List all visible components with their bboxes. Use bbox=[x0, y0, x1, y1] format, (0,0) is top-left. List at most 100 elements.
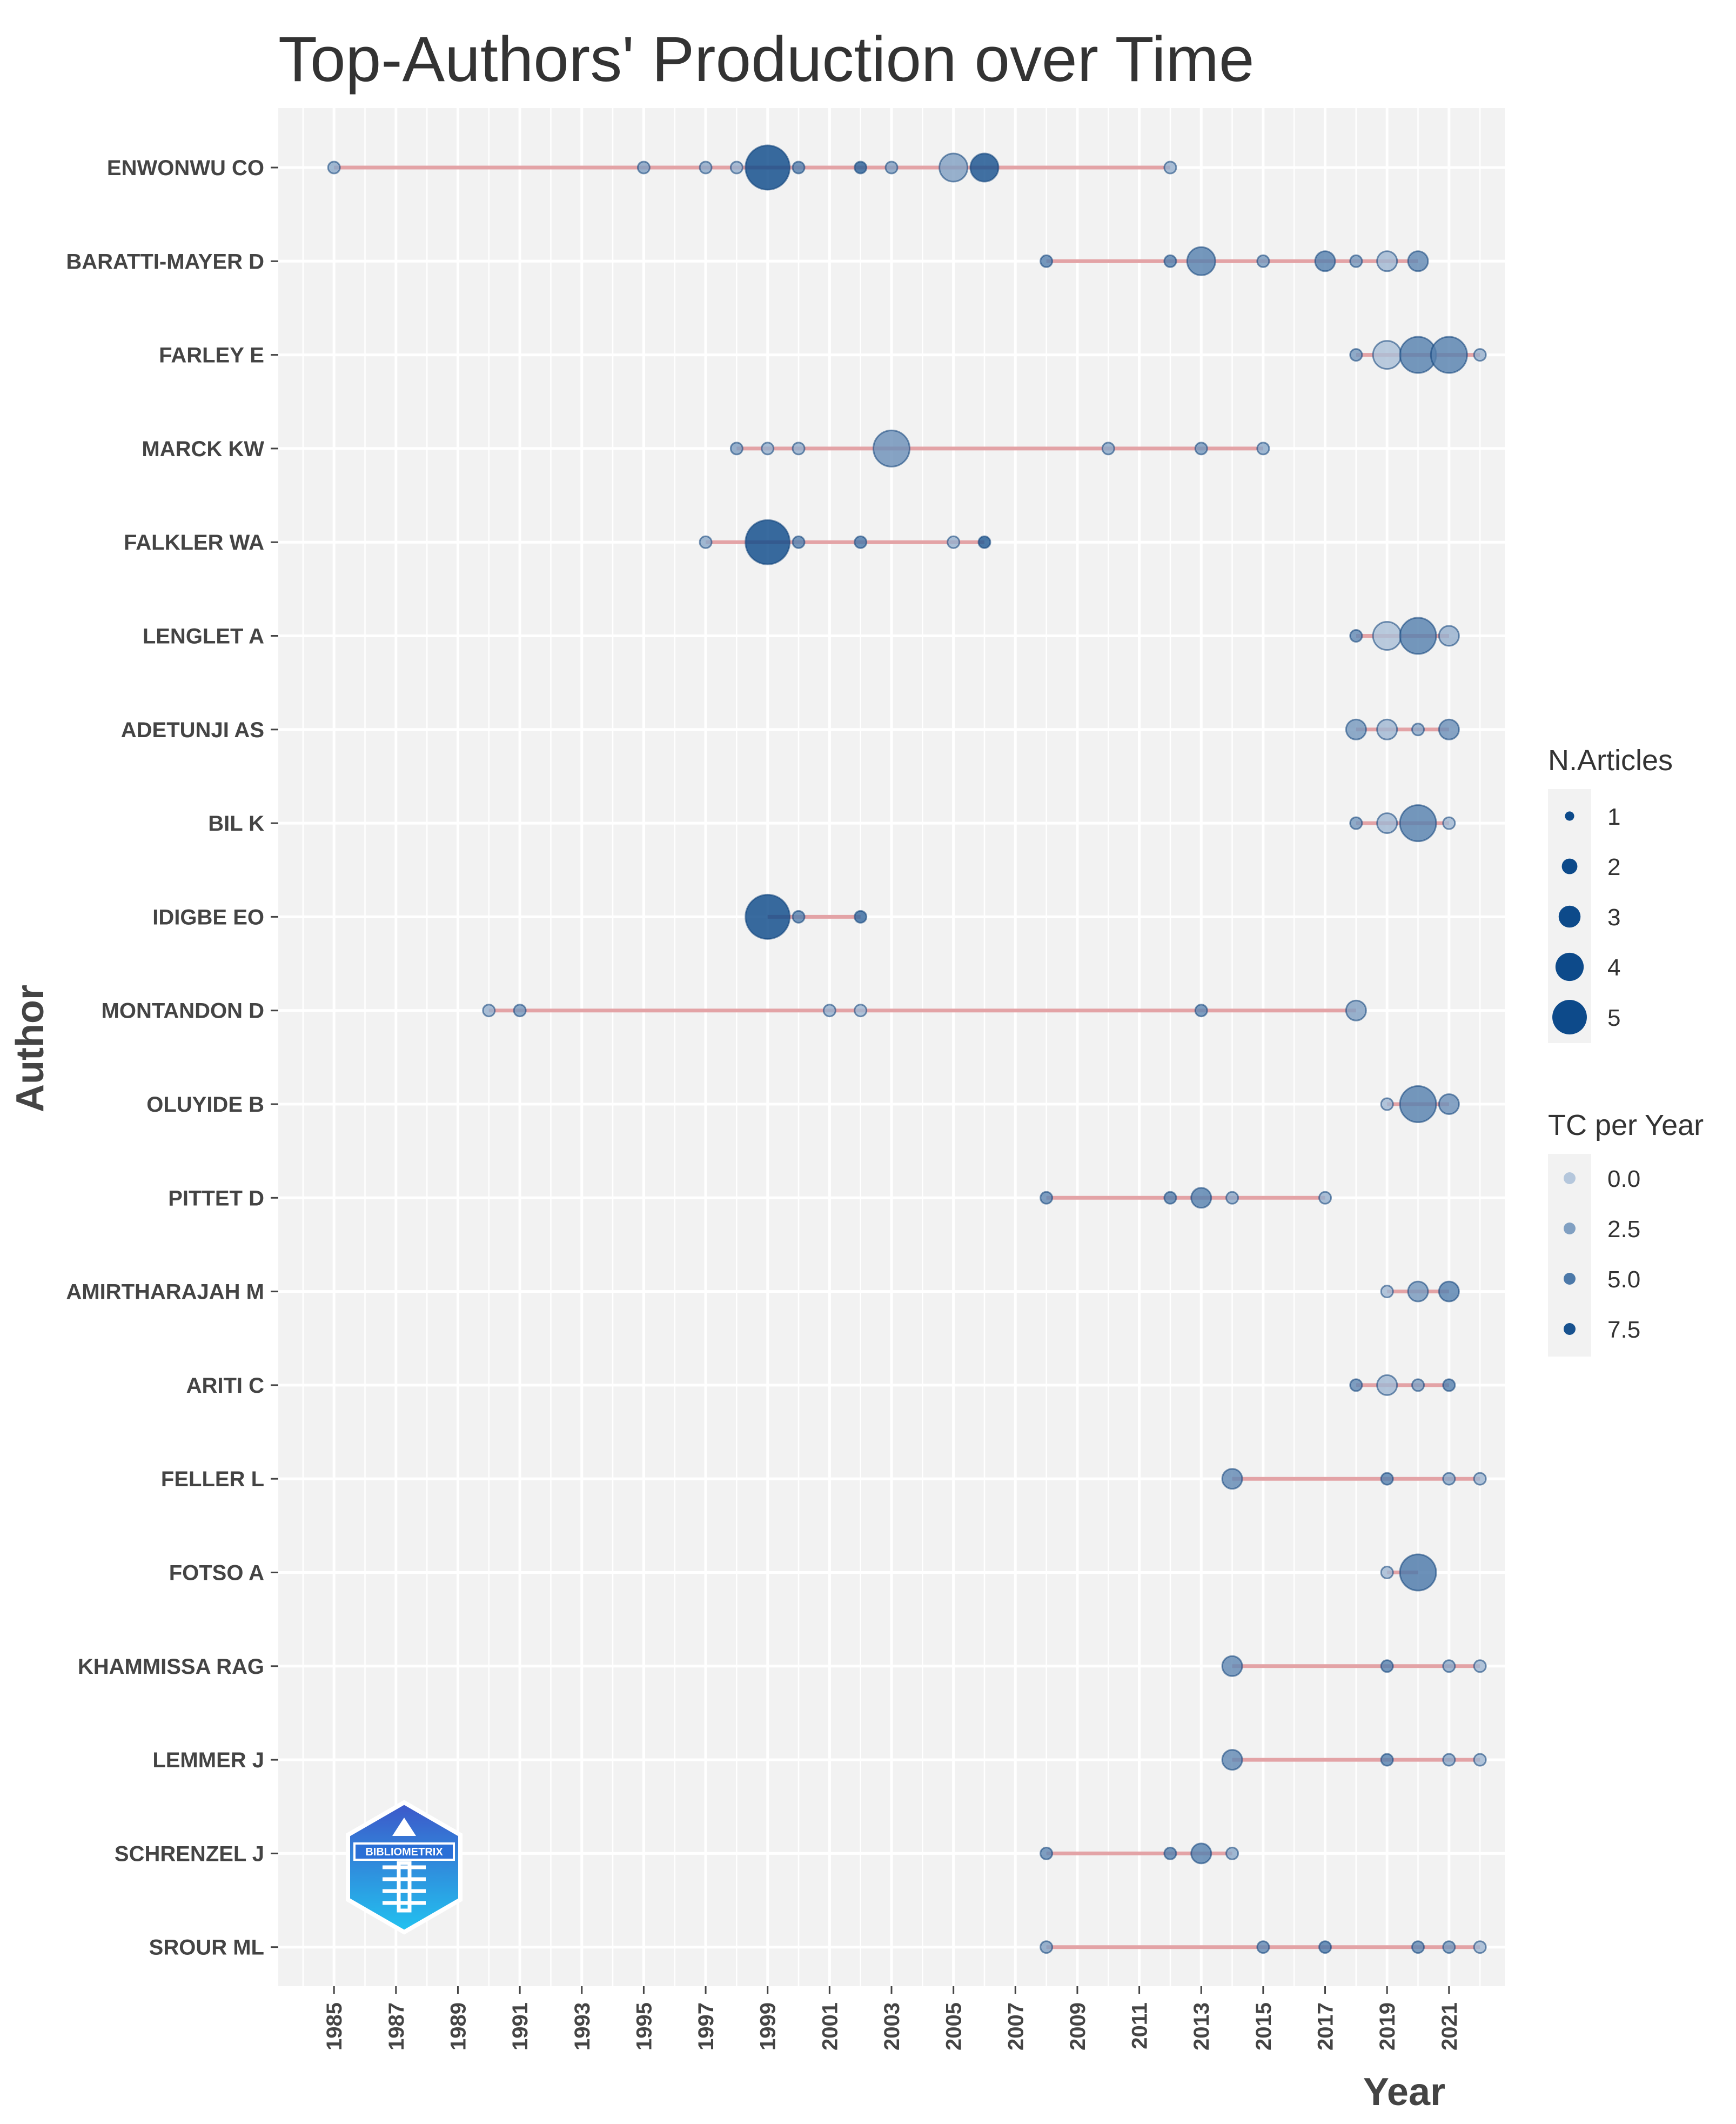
legend-color-title: TC per Year bbox=[1548, 1109, 1704, 1141]
x-tick-label: 1987 bbox=[385, 2002, 408, 2050]
article-point bbox=[1101, 442, 1115, 456]
article-point bbox=[1411, 723, 1425, 737]
legend-size-dot bbox=[1558, 905, 1581, 928]
article-point bbox=[1221, 1655, 1243, 1677]
legend-size-label: 1 bbox=[1607, 804, 1620, 830]
article-point bbox=[1190, 1187, 1212, 1209]
article-point bbox=[1380, 1285, 1394, 1299]
article-point bbox=[977, 535, 991, 549]
author-label: MARCK KW bbox=[142, 437, 264, 461]
article-point bbox=[1399, 617, 1437, 655]
article-point bbox=[792, 442, 806, 456]
article-point bbox=[1380, 1659, 1394, 1673]
year-labels: 1985 1987 1989 1991 1993 1995 1997 1999 2001 2003… bbox=[323, 2002, 1462, 2050]
article-point bbox=[1349, 254, 1363, 268]
article-point bbox=[1399, 1085, 1437, 1123]
legend-size-dot bbox=[1555, 952, 1584, 981]
author-label: FALKLER WA bbox=[124, 531, 264, 555]
x-tick-label: 2021 bbox=[1438, 2002, 1462, 2050]
author-label: LEMMER J bbox=[152, 1748, 264, 1772]
author-label: KHAMMISSA RAG bbox=[78, 1655, 264, 1679]
author-label: FARLEY E bbox=[159, 344, 264, 368]
article-point bbox=[1376, 718, 1398, 740]
article-point bbox=[1376, 812, 1398, 834]
article-point bbox=[1040, 1940, 1054, 1954]
article-point bbox=[1040, 1191, 1054, 1205]
article-point bbox=[1163, 1191, 1177, 1205]
article-point bbox=[1256, 1940, 1270, 1954]
article-point bbox=[1163, 1846, 1177, 1860]
article-point bbox=[1318, 1191, 1332, 1205]
author-label: OLUYIDE B bbox=[146, 1093, 264, 1117]
y-axis-title: Author bbox=[9, 985, 52, 1112]
legend-color-label: 7.5 bbox=[1607, 1317, 1640, 1343]
article-point bbox=[1225, 1846, 1239, 1860]
x-tick-label: 2011 bbox=[1128, 2002, 1152, 2049]
article-point bbox=[1040, 254, 1054, 268]
article-point bbox=[729, 442, 743, 456]
article-point bbox=[1314, 250, 1336, 272]
article-point bbox=[1380, 1097, 1394, 1111]
article-point bbox=[792, 535, 806, 549]
article-point bbox=[1442, 1753, 1456, 1767]
legend-size-title: N.Articles bbox=[1548, 744, 1673, 777]
legend-size-dot bbox=[1565, 811, 1574, 821]
x-tick-label: 2005 bbox=[942, 2002, 966, 2050]
chart-title: Top-Authors' Production over Time bbox=[278, 24, 1254, 95]
article-point bbox=[1438, 625, 1460, 647]
logo-text: BIBLIOMETRIX bbox=[365, 1846, 443, 1858]
legend-color-label: 2.5 bbox=[1607, 1216, 1640, 1243]
author-label: ADETUNJI AS bbox=[121, 718, 264, 742]
author-label: AMIRTHARAJAH M bbox=[66, 1280, 264, 1304]
article-point bbox=[1256, 442, 1270, 456]
x-tick-label: 1989 bbox=[446, 2002, 470, 2050]
article-point bbox=[854, 1004, 868, 1018]
legend-color-dot bbox=[1564, 1172, 1576, 1184]
legend-color-dot bbox=[1564, 1273, 1576, 1285]
x-tick-label: 2007 bbox=[1004, 2002, 1028, 2050]
author-label: LENGLET A bbox=[143, 625, 264, 649]
logo-figure-icon bbox=[383, 1861, 426, 1913]
article-point bbox=[1442, 1378, 1456, 1392]
x-tick-label: 2013 bbox=[1190, 2002, 1214, 2050]
article-point bbox=[1380, 1566, 1394, 1579]
legend-size-dot bbox=[1561, 858, 1578, 874]
legend-size-label: 4 bbox=[1607, 954, 1620, 981]
x-tick-label: 1997 bbox=[694, 2002, 718, 2050]
article-point bbox=[1473, 1940, 1487, 1954]
x-tick-label: 2017 bbox=[1314, 2002, 1338, 2050]
article-point bbox=[1040, 1846, 1054, 1860]
article-point bbox=[636, 161, 651, 175]
article-point bbox=[873, 429, 910, 467]
author-label: SCHRENZEL J bbox=[115, 1842, 264, 1866]
article-point bbox=[854, 161, 868, 175]
article-point bbox=[1473, 348, 1487, 362]
x-tick-label: 2019 bbox=[1376, 2002, 1399, 2050]
article-point bbox=[1376, 1374, 1398, 1396]
article-point bbox=[1221, 1749, 1243, 1771]
author-label: ENWONWU CO bbox=[107, 156, 264, 180]
article-point bbox=[1194, 442, 1208, 456]
x-tick-label: 2009 bbox=[1066, 2002, 1090, 2050]
article-point bbox=[969, 152, 1000, 183]
article-point bbox=[1407, 250, 1429, 272]
article-point bbox=[699, 161, 713, 175]
article-point bbox=[1349, 816, 1363, 830]
legend-color-entries: 0.0 2.5 5.0 7.5 bbox=[1564, 1166, 1640, 1343]
article-point bbox=[699, 535, 713, 549]
author-label: FELLER L bbox=[161, 1467, 264, 1491]
x-tick-label: 1991 bbox=[508, 2002, 532, 2050]
article-point bbox=[745, 519, 791, 565]
article-point bbox=[1221, 1468, 1243, 1490]
article-point bbox=[745, 144, 791, 191]
article-point bbox=[1349, 629, 1363, 643]
article-point bbox=[854, 910, 868, 924]
article-point bbox=[1411, 1940, 1425, 1954]
legend-color-key-bg bbox=[1548, 1154, 1591, 1357]
article-point bbox=[1442, 816, 1456, 830]
article-point bbox=[1349, 348, 1363, 362]
article-point bbox=[884, 161, 899, 175]
x-tick-label: 1999 bbox=[756, 2002, 780, 2050]
article-point bbox=[1442, 1472, 1456, 1486]
x-tick-label: 1985 bbox=[323, 2002, 346, 2050]
